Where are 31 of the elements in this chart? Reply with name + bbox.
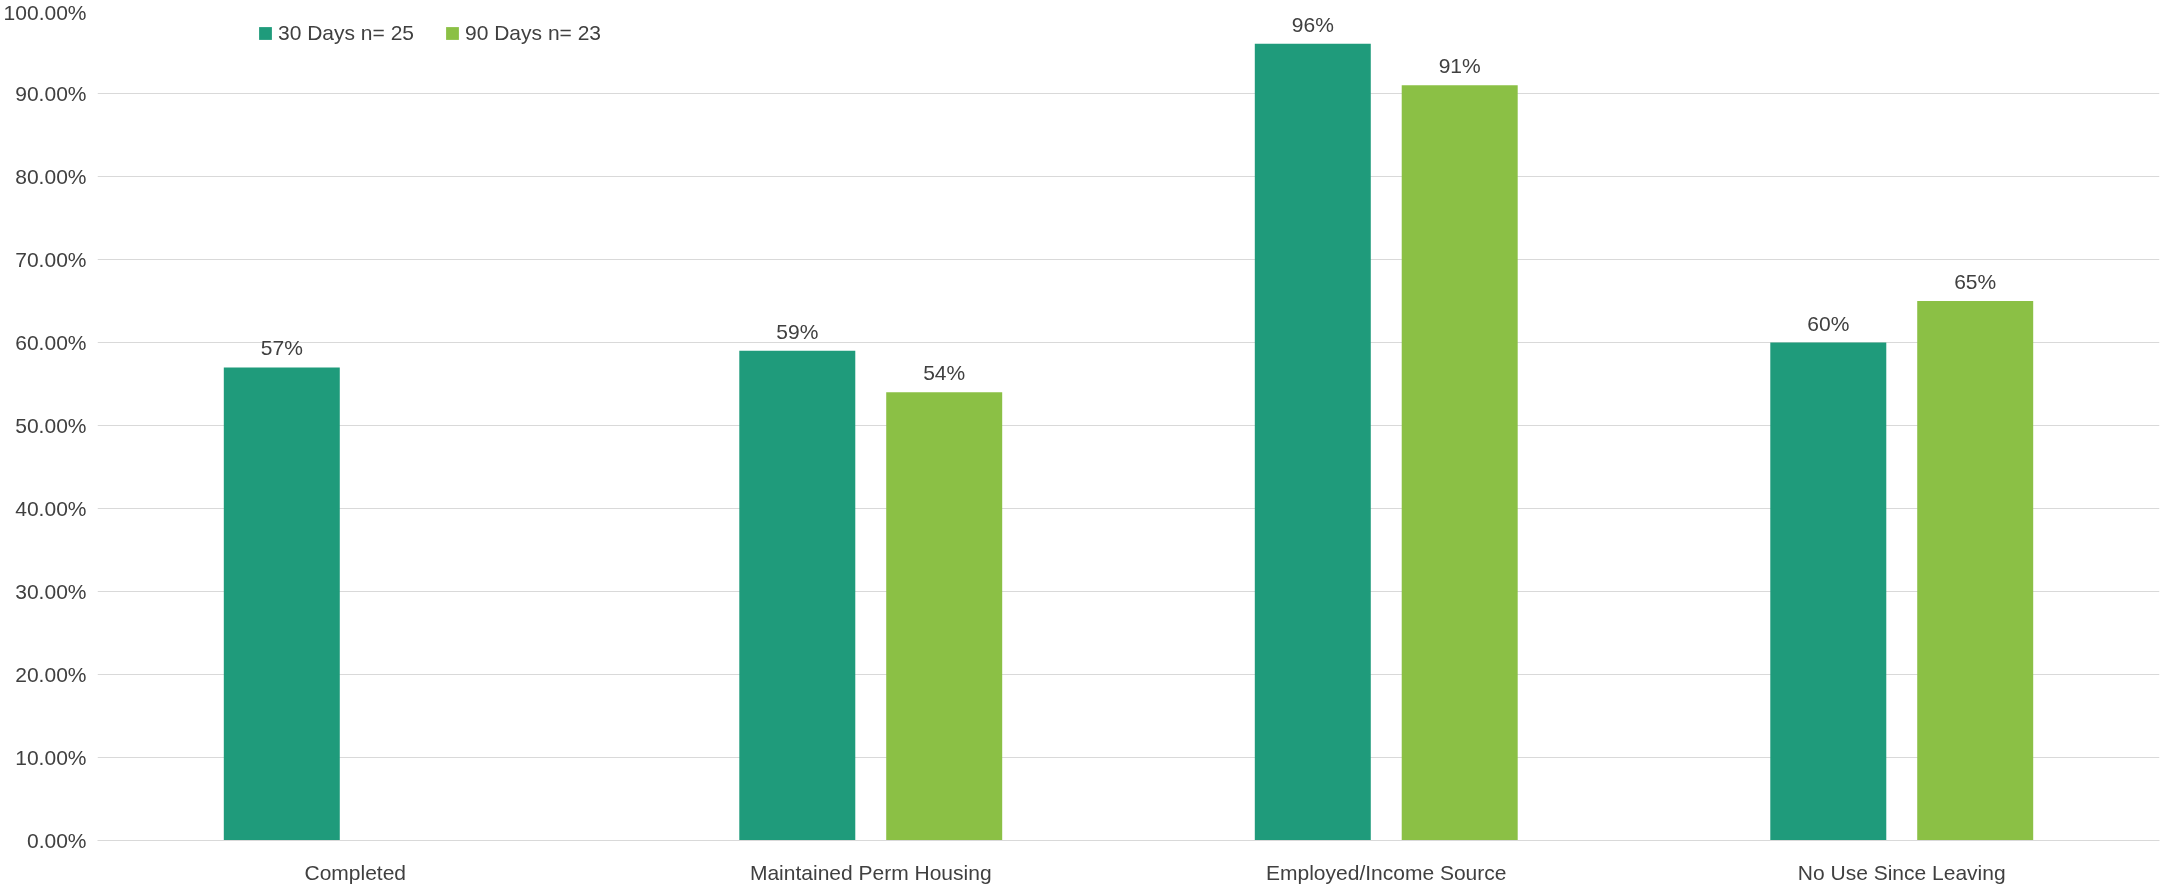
bar: [1254, 43, 1371, 841]
y-tick-label: 50.00%: [15, 414, 87, 437]
bar: [739, 350, 856, 841]
bar: [223, 367, 340, 841]
y-tick-label: 40.00%: [15, 497, 87, 520]
y-tick-label: 30.00%: [15, 580, 87, 603]
y-tick-label: 60.00%: [15, 331, 87, 354]
x-tick-label: Completed: [304, 860, 407, 884]
bar: [1770, 342, 1887, 841]
data-label: 60%: [1807, 311, 1850, 335]
y-tick-label: 80.00%: [15, 165, 87, 188]
y-tick-label: 0.00%: [26, 829, 87, 852]
y-tick-label: 70.00%: [15, 248, 87, 271]
bar: [1401, 85, 1518, 841]
y-tick-label: 90.00%: [15, 82, 87, 105]
data-label: 54%: [923, 361, 966, 385]
bar: [1917, 301, 2034, 841]
x-tick-label: Employed/Income Source: [1266, 860, 1507, 884]
data-label: 91%: [1438, 54, 1481, 78]
bar: [886, 392, 1003, 841]
legend-label: 90 Days n= 23: [465, 21, 602, 45]
y-tick-label: 10.00%: [15, 746, 87, 769]
data-label: 59%: [776, 319, 819, 343]
x-tick-label: No Use Since Leaving: [1797, 860, 2006, 884]
data-label: 96%: [1291, 12, 1334, 36]
y-tick-label: 20.00%: [15, 663, 87, 686]
y-tick-label: 100.00%: [3, 0, 87, 24]
data-label: 57%: [260, 336, 303, 360]
x-tick-label: Maintained Perm Housing: [749, 860, 992, 884]
legend-label: 30 Days n= 25: [278, 21, 415, 45]
data-label: 65%: [1954, 270, 1997, 293]
